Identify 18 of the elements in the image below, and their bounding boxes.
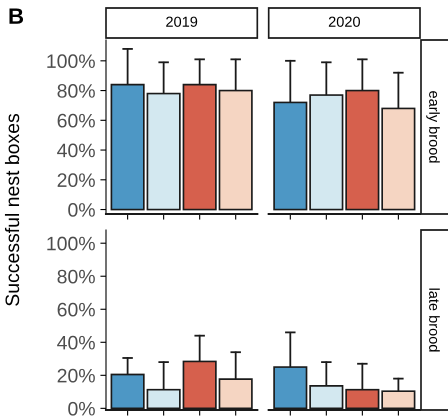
text: late brood: [429, 288, 440, 352]
text: early brood: [426, 91, 440, 163]
y-tick-label: 100%: [47, 54, 95, 68]
y-tick-label: 20%: [58, 368, 95, 383]
x-tick-label: 2019: [166, 16, 198, 27]
y-tick-label: 80%: [58, 270, 95, 284]
y-tick-label: 0%: [68, 402, 95, 416]
y-axis-title: Successful nest boxes: [4, 114, 20, 306]
y-tick-label: 80%: [58, 84, 95, 98]
y-tick-label: 0%: [68, 203, 95, 217]
x-tick-label: 2020: [328, 16, 360, 27]
y-tick-label: 20%: [58, 173, 95, 188]
y-tick-label: 100%: [47, 236, 95, 250]
y-tick-label: 60%: [58, 302, 95, 317]
y-tick-label: 40%: [57, 144, 95, 158]
y-tick-label: 40%: [57, 336, 95, 350]
text: B: [9, 8, 24, 24]
y-tick-label: 60%: [58, 114, 95, 128]
